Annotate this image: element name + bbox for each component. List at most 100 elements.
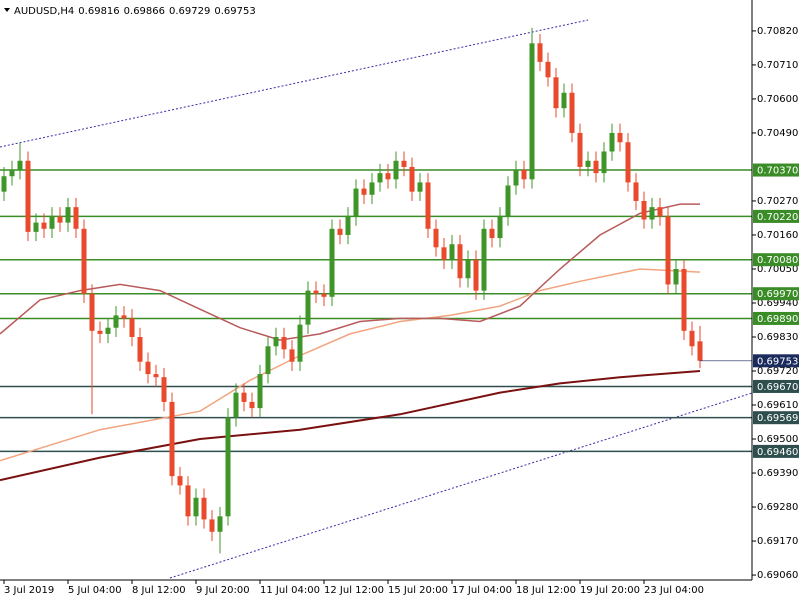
candle-body (177, 476, 183, 486)
x-tick-label: 17 Jul 04:00 (452, 585, 512, 596)
candle-body (113, 315, 119, 328)
y-tick-label: 0.69170 (757, 536, 798, 547)
candle-body (289, 349, 295, 362)
candle-body (297, 324, 303, 362)
level-label: 0.70370 (757, 166, 798, 177)
x-tick-label: 8 Jul 12:00 (132, 585, 186, 596)
level-label-box (753, 163, 799, 177)
candle-body (201, 497, 207, 520)
level-label-box (753, 311, 799, 325)
candle-body (361, 188, 367, 195)
candle-body (249, 401, 255, 409)
candle-body (57, 216, 63, 223)
header-low: 0.69729 (169, 6, 210, 17)
candle-body (393, 160, 399, 180)
candle-body (617, 132, 623, 143)
candle-body (121, 315, 127, 319)
candle-body (129, 318, 135, 337)
candle-body (137, 336, 143, 362)
candle-body (505, 185, 511, 217)
candle-body (673, 268, 679, 285)
level-label: 0.69890 (757, 314, 798, 325)
header-open: 0.69816 (78, 6, 119, 17)
candle-body (633, 182, 639, 201)
candle-body (425, 182, 431, 229)
y-tick-label: 0.70160 (757, 230, 798, 241)
candle-body (441, 247, 447, 260)
candle-body (641, 200, 647, 220)
x-tick-label: 5 Jul 04:00 (68, 585, 122, 596)
candle-body (481, 228, 487, 291)
candle-body (601, 151, 607, 174)
candle-body (345, 216, 351, 235)
candle-body (217, 516, 223, 532)
y-tick-label: 0.70600 (757, 94, 798, 105)
candle-body (545, 61, 551, 78)
candle-body (577, 132, 583, 167)
candle-body (145, 361, 151, 375)
candle-body (193, 497, 199, 517)
x-tick-label: 11 Jul 04:00 (260, 585, 320, 596)
candle-body (625, 142, 631, 183)
candle-body (449, 244, 455, 260)
candle-body (81, 228, 87, 294)
candle-body (41, 222, 47, 229)
level-label: 0.69460 (757, 447, 798, 458)
candle-body (401, 160, 407, 167)
candle-body (497, 216, 503, 239)
moving-average (0, 268, 701, 462)
y-tick-label: 0.70710 (757, 60, 798, 71)
candle-body (105, 327, 111, 334)
y-tick-label: 0.69390 (757, 468, 798, 479)
candle-body (225, 417, 231, 517)
candle-body (473, 259, 479, 291)
candle-body (697, 341, 703, 361)
level-label-box (753, 253, 799, 267)
x-tick-label: 12 Jul 12:00 (324, 585, 384, 596)
level-label-box (753, 287, 799, 301)
candle-body (561, 92, 567, 109)
y-tick-label: 0.69060 (757, 570, 798, 581)
candle-body (185, 485, 191, 517)
level-label-box (753, 209, 799, 223)
candle-body (417, 182, 423, 192)
candle-body (73, 207, 79, 229)
y-tick-label: 0.70050 (757, 264, 798, 275)
candle-body (233, 392, 239, 418)
candle-body (553, 77, 559, 109)
candle-body (689, 330, 695, 347)
y-tick-label: 0.69280 (757, 502, 798, 513)
candle-body (65, 207, 71, 223)
x-tick-label: 23 Jul 04:00 (644, 585, 704, 596)
candle-body (385, 173, 391, 180)
x-tick-label: 18 Jul 12:00 (516, 585, 576, 596)
candle-body (1, 176, 7, 192)
candle-body (273, 336, 279, 347)
candle-body (457, 244, 463, 279)
y-tick-label: 0.70820 (757, 26, 798, 37)
candle-body (489, 228, 495, 239)
candle-body (585, 160, 591, 167)
candle-body (521, 170, 527, 180)
level-label: 0.69670 (757, 382, 798, 393)
x-tick-label: 19 Jul 20:00 (580, 585, 640, 596)
channel-upper (0, 19, 589, 148)
y-tick-label: 0.69500 (757, 434, 798, 445)
candle-body (17, 160, 23, 171)
candle-body (377, 173, 383, 183)
candle-body (569, 92, 575, 133)
candle-body (265, 346, 271, 375)
candle-body (465, 259, 471, 279)
candle-body (537, 43, 543, 62)
candle-body (97, 330, 103, 334)
candle-body (433, 228, 439, 248)
level-label: 0.70080 (757, 255, 798, 266)
candle-body (409, 166, 415, 192)
candle-body (649, 207, 655, 220)
candle-body (49, 216, 55, 229)
candle-body (281, 336, 287, 350)
header: AUDUSD,H4 0.69816 0.69866 0.69729 0.69753 (4, 6, 256, 17)
level-label-box (753, 411, 799, 425)
